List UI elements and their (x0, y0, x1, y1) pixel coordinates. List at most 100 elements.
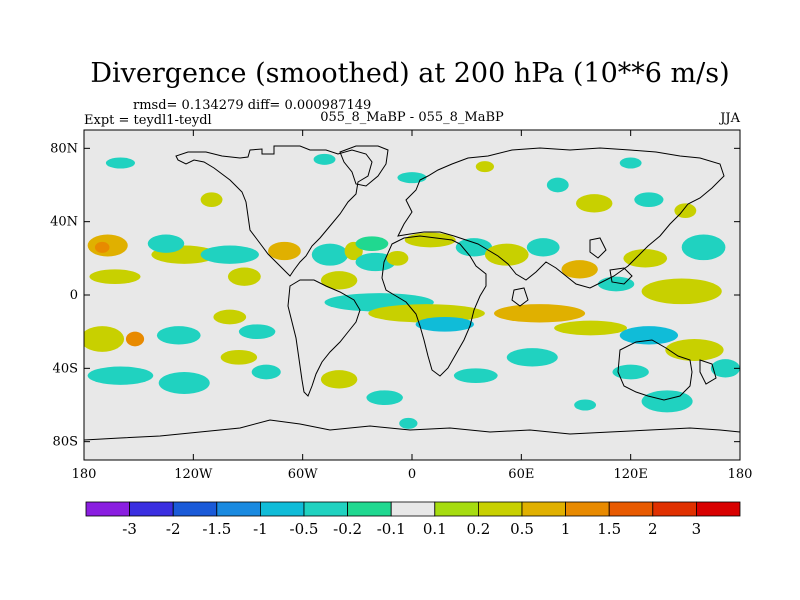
map-ticks (83, 130, 741, 460)
field-blob-41 (619, 326, 679, 345)
field-blob-16 (484, 243, 529, 266)
coastlines (84, 145, 740, 441)
colorbar-label-2: -1.5 (202, 520, 231, 538)
field-blob-33 (87, 366, 154, 385)
field-blob-39 (453, 368, 498, 383)
colorbar-swatch-4 (259, 501, 305, 517)
field-blob-19 (623, 249, 668, 268)
x-tick-label-2: 60W (288, 467, 319, 482)
colorbar-swatch-13 (652, 501, 697, 517)
colorbar-label-8: 0.2 (466, 520, 490, 538)
field-blob-27 (554, 320, 628, 336)
colorbar-label-1: -2 (166, 520, 181, 538)
field-blob-51 (475, 161, 494, 173)
field-blob-53 (576, 194, 613, 213)
field-blob-45 (641, 390, 693, 413)
coastline-north-america (175, 145, 373, 277)
field-blob-18 (561, 260, 598, 279)
colorbar-label-6: -0.1 (377, 520, 406, 538)
field-blob-35 (220, 350, 258, 365)
field-blob-57 (200, 192, 223, 208)
field-blob-6 (227, 267, 261, 286)
colorbar-label-9: 0.5 (510, 520, 534, 538)
colorbar-label-13: 3 (692, 520, 702, 538)
colorbar-label-3: -1 (253, 520, 268, 538)
colorbar-swatch-0 (85, 501, 130, 517)
field-blob-56 (619, 157, 642, 169)
colorbar-swatch-3 (216, 501, 261, 517)
colorbar-swatch-11 (565, 501, 610, 517)
field-blob-38 (366, 390, 403, 405)
colorbar-swatch-1 (129, 501, 174, 517)
colorbar-label-12: 2 (648, 520, 658, 538)
colorbar-label-4: -0.5 (290, 520, 319, 538)
field-blob-7 (268, 241, 301, 261)
colorbar-labels: -3 -2 -1.5 -1 -0.5 -0.2 -0.1 0.1 0.2 0.5 1 1.5 2 3 (122, 520, 701, 538)
x-axis-labels: 180 120W 60W 0 60E 120E 180 (72, 467, 753, 482)
field-blob-49 (313, 153, 336, 165)
y-tick-label-0: 80N (50, 141, 78, 156)
field-blob-32 (238, 324, 276, 339)
field-blob-4 (147, 234, 185, 253)
x-tick-label-0: 180 (72, 467, 97, 482)
field-blob-28 (84, 326, 125, 352)
field-blob-8 (311, 243, 349, 266)
field-blob-40 (506, 348, 558, 367)
colorbar-label-5: -0.2 (333, 520, 362, 538)
colorbar-swatch-10 (521, 501, 566, 517)
field-blob-29 (125, 331, 145, 347)
colorbar-swatch-5 (303, 501, 348, 517)
coastline-africa (381, 235, 487, 377)
field-blob-26 (494, 304, 586, 323)
colorbar (85, 501, 741, 517)
coastline-antarctica (84, 419, 740, 441)
field-blob-17 (526, 238, 560, 257)
field-blob-20 (641, 278, 722, 305)
map-panel (83, 129, 741, 461)
colorbar-swatch-7 (390, 501, 436, 517)
field-blob-34 (158, 372, 210, 394)
field-blob-13 (386, 251, 409, 266)
field-blob-10 (355, 236, 389, 252)
field-blob-54 (634, 192, 664, 208)
field-blob-2 (89, 269, 141, 284)
colorbar-label-11: 1.5 (597, 520, 621, 538)
field-blob-25 (415, 317, 474, 332)
coastline-australia (617, 339, 693, 401)
x-tick-label-4: 60E (508, 467, 534, 482)
chart-title: Divergence (smoothed) at 200 hPa (10**6 … (90, 58, 729, 89)
field-blob-43 (612, 364, 649, 380)
field-blob-37 (320, 370, 358, 389)
y-tick-label-1: 40N (50, 215, 78, 230)
field-blob-1 (94, 241, 110, 253)
colorbar-label-0: -3 (122, 520, 137, 538)
field-blob-11 (320, 271, 358, 290)
field-blob-30 (156, 326, 201, 345)
y-axis-labels: 80N 40N 0 40S 80S (50, 141, 78, 449)
coastline-south-america (287, 279, 361, 397)
field-blob-42 (665, 339, 724, 361)
season-label: JJA (718, 111, 740, 126)
y-tick-label-2: 0 (70, 288, 78, 303)
field-blob-44 (710, 359, 740, 378)
field-blob-52 (546, 177, 569, 193)
field-blob-48 (105, 157, 136, 169)
colorbar-swatch-2 (172, 501, 218, 517)
case-label: 055_8_MaBP - 055_8_MaBP (320, 110, 504, 125)
colorbar-swatch-6 (347, 501, 392, 517)
x-tick-label-3: 0 (408, 467, 416, 482)
field-blob-50 (397, 172, 427, 184)
x-tick-label-6: 180 (728, 467, 753, 482)
colorbar-label-10: 1 (561, 520, 571, 538)
x-tick-label-1: 120W (174, 467, 213, 482)
field-blob-46 (574, 399, 597, 411)
map-background (84, 130, 740, 460)
field-blob-21 (681, 234, 726, 261)
colorbar-swatch-8 (434, 501, 479, 517)
colorbar-label-7: 0.1 (423, 520, 447, 538)
colorbar-swatch-14 (696, 501, 741, 517)
coastline-eurasia (397, 147, 725, 289)
y-tick-label-4: 80S (53, 435, 78, 450)
divergence-field (84, 153, 740, 429)
